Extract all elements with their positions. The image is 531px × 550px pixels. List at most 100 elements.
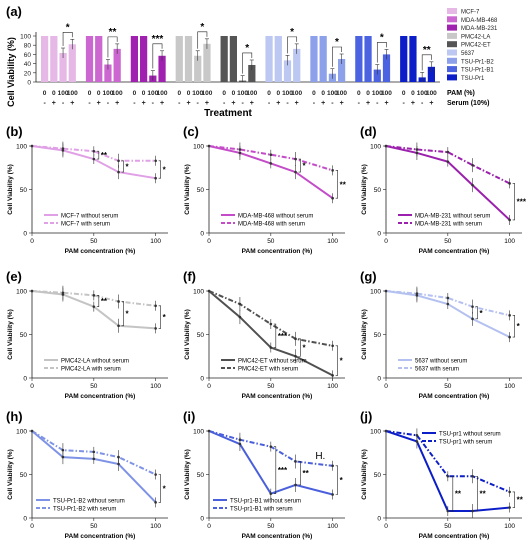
bar xyxy=(50,36,58,82)
bar xyxy=(248,64,256,82)
significance-marker: * xyxy=(480,309,484,318)
x-tick-label: 0 xyxy=(30,523,34,530)
legend-label: MCF-7 without serum xyxy=(61,214,118,220)
x-tick-label: 50 xyxy=(444,238,452,245)
y-tick-label: 100 xyxy=(16,144,27,151)
x-tick-label: 50 xyxy=(90,238,98,245)
pam-value: 0 xyxy=(366,90,370,97)
pam-value: 100 xyxy=(336,90,347,97)
significance-bracket xyxy=(197,31,208,49)
x-tick-label: 0 xyxy=(384,383,388,390)
significance-marker: * xyxy=(163,313,167,322)
bar xyxy=(113,48,121,82)
serum-value: + xyxy=(160,100,164,107)
bar xyxy=(319,36,327,82)
pam-value: 0 xyxy=(177,90,181,97)
serum-value: + xyxy=(142,100,146,107)
y-tick-label: 0 xyxy=(377,376,381,383)
bar xyxy=(59,53,67,82)
x-tick-label: 100 xyxy=(150,523,161,530)
serum-value: - xyxy=(313,100,316,107)
panel-label: (c) xyxy=(183,124,199,139)
significance-bracket xyxy=(335,465,338,495)
legend-label: MDA-MB-231 without serum xyxy=(415,214,490,220)
bar xyxy=(85,36,94,82)
x-tick-label: 50 xyxy=(267,383,275,390)
y-tick-label: 0 xyxy=(23,516,27,523)
legend-swatch xyxy=(447,74,457,81)
x-axis-label: PAM concentration (%) xyxy=(419,533,490,540)
data-point xyxy=(30,289,34,293)
significance-marker: *** xyxy=(278,332,288,341)
significance-bracket xyxy=(332,46,342,67)
significance-marker: ** xyxy=(340,180,347,189)
bar xyxy=(104,64,112,82)
x-axis-label: PAM concentration (%) xyxy=(419,393,490,400)
line-panel-f: (f) 00 50 50 100 100 PAM concentration (%) Cell… xyxy=(183,269,345,400)
significance-bracket xyxy=(475,475,478,512)
data-point xyxy=(207,144,211,148)
significance-marker: * xyxy=(126,162,130,171)
y-tick-label: 100 xyxy=(20,34,31,41)
legend-label: TSU-Pr1-B2 without serum xyxy=(53,499,125,505)
x-axis-label: PAM concentration (%) xyxy=(242,533,313,540)
legend-label: TSU-pr1 without serum xyxy=(439,432,501,438)
pam-value: 0 xyxy=(43,90,47,97)
legend-label: MDA-MB-231 with serum xyxy=(415,222,482,228)
bar xyxy=(184,36,193,82)
legend-label: MCF-7 xyxy=(461,10,480,16)
serum-value: - xyxy=(403,100,406,107)
bar xyxy=(409,36,417,82)
pam-value: 100 xyxy=(426,90,437,97)
bar xyxy=(310,36,318,82)
x-axis-label: PAM concentration (%) xyxy=(242,248,313,255)
serum-value: - xyxy=(107,100,110,107)
significance-marker: * xyxy=(517,322,521,331)
pam-value: 0 xyxy=(402,90,406,97)
legend-label: 5637 xyxy=(461,51,475,57)
bar xyxy=(265,36,273,82)
line-panel-h: (h) 00 50 50 100 100 PAM concentration (%) Cell… xyxy=(6,409,168,540)
data-point xyxy=(207,289,211,293)
bar xyxy=(274,36,282,82)
significance-bracket xyxy=(152,43,163,69)
pam-value: 0 xyxy=(357,90,361,97)
x-tick-label: 100 xyxy=(327,238,338,245)
significance-marker: * xyxy=(126,310,130,319)
y-tick-label: 100 xyxy=(193,289,204,296)
significance-marker: * xyxy=(163,165,167,174)
y-axis-label: Cell Viability (%) xyxy=(7,449,14,499)
data-point xyxy=(207,429,211,433)
significance-marker: * xyxy=(303,344,307,353)
legend-label: MDA-MB-468 without serum xyxy=(238,214,313,220)
legend-label: TSU-Pr1-B1 xyxy=(461,68,494,74)
legend-swatch xyxy=(447,57,457,64)
pam-value: 0 xyxy=(232,90,236,97)
y-tick-label: 80 xyxy=(24,43,32,50)
bar xyxy=(338,59,346,82)
significance-marker: * xyxy=(163,484,167,493)
panel-label: (f) xyxy=(183,269,196,284)
legend-swatch xyxy=(447,32,457,39)
line-panel-b: (b) 00 50 50 100 100 PAM concentration (%) Cell… xyxy=(6,124,168,255)
panel-label: (i) xyxy=(183,409,195,424)
pam-value: 100 xyxy=(157,90,168,97)
legend-swatch xyxy=(447,49,457,56)
legend-label: PMC42-LA with serum xyxy=(61,367,121,373)
legend-label: TSU-pr1 with serum xyxy=(439,440,492,446)
pam-value: 0 xyxy=(133,90,137,97)
x-tick-label: 100 xyxy=(327,523,338,530)
serum-value: - xyxy=(331,100,334,107)
pam-value: 100 xyxy=(372,90,383,97)
serum-value: - xyxy=(268,100,271,107)
y-tick-label: 50 xyxy=(374,187,382,194)
bar xyxy=(229,36,237,82)
significance-bracket xyxy=(96,150,100,160)
y-tick-label: 100 xyxy=(193,144,204,151)
x-tick-label: 50 xyxy=(90,523,98,530)
panel-a-y-axis-label: Cell Viability (%) xyxy=(6,37,16,107)
significance-marker: ** xyxy=(517,496,524,505)
pam-value: 0 xyxy=(97,90,101,97)
x-tick-label: 50 xyxy=(444,523,452,530)
